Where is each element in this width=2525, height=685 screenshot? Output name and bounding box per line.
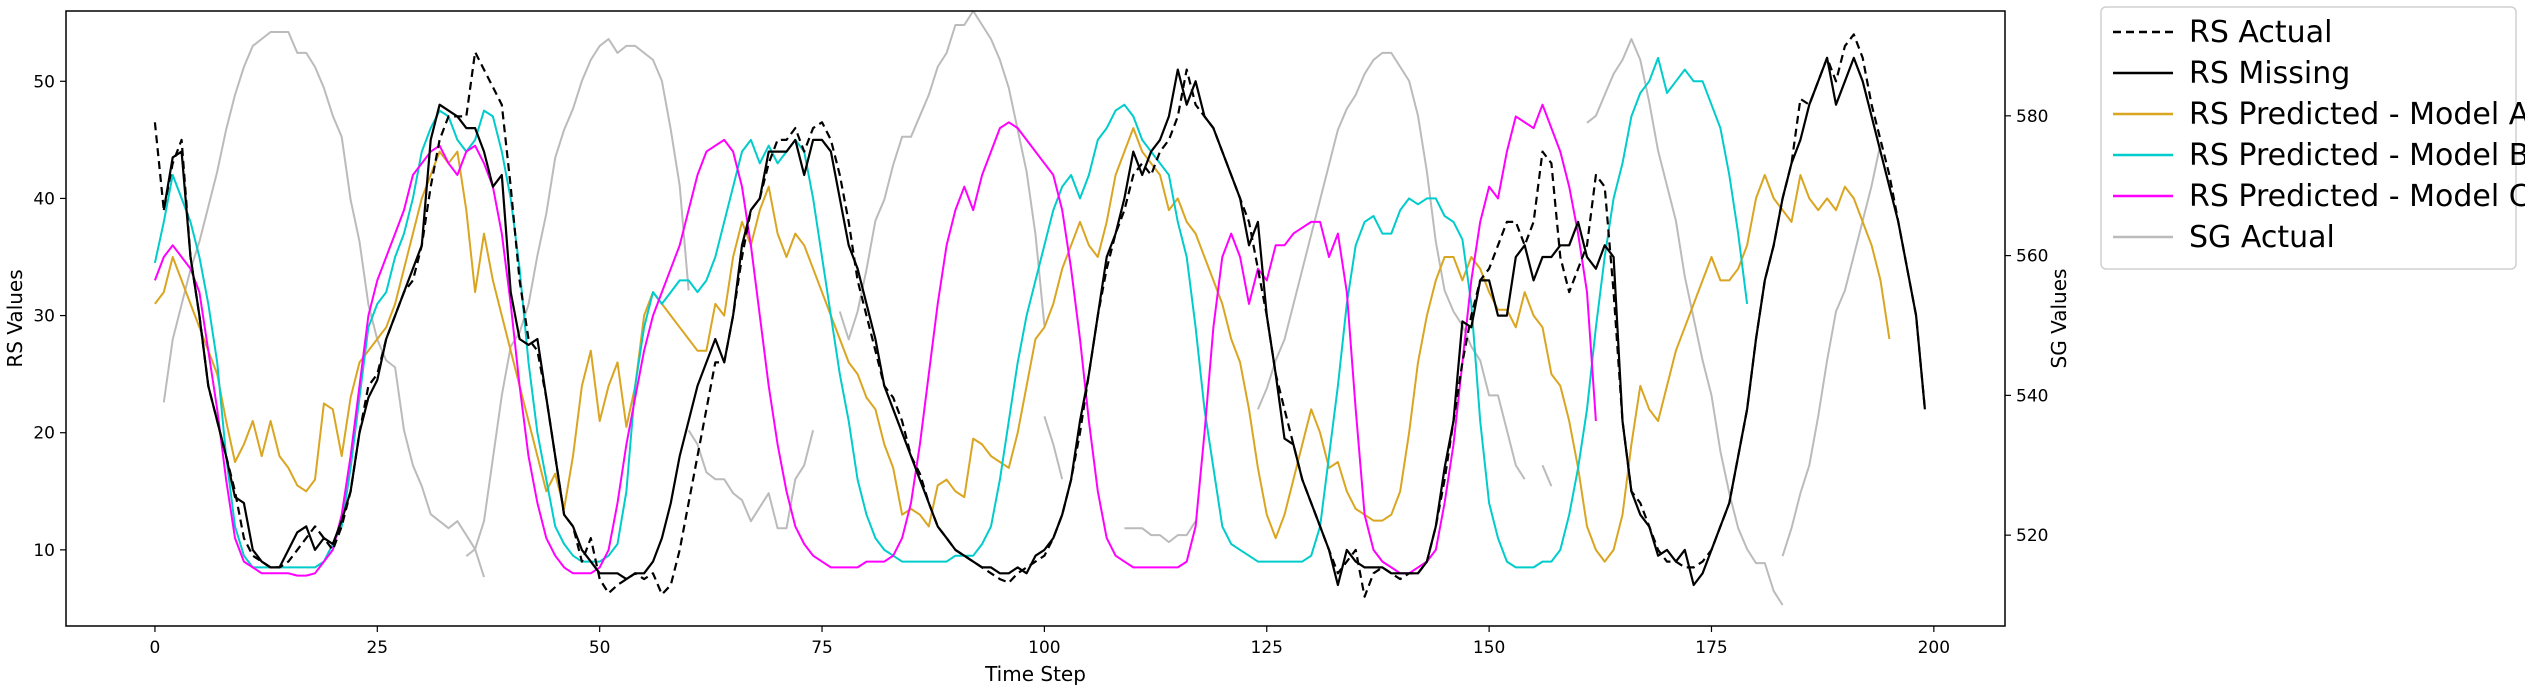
y-axis-label: RS Values xyxy=(3,269,27,367)
legend-label-sg-actual: SG Actual xyxy=(2189,220,2335,255)
legend: RS Actual RS Missing RS Predicted - Model … xyxy=(2100,6,2525,270)
series-line-sg-actual-9 xyxy=(1586,38,1784,606)
x-tick-label: 50 xyxy=(589,638,611,658)
y2-tick-label: 580 xyxy=(2016,107,2048,127)
x-tick-label: 25 xyxy=(366,638,388,658)
plot-area-frame xyxy=(65,10,2006,627)
series-line-sg-actual-7 xyxy=(1256,51,1526,480)
x-tick-label: 150 xyxy=(1473,638,1505,658)
series-line-sg-actual-2 xyxy=(465,38,690,557)
y2-axis-label: SG Values xyxy=(2047,269,2071,369)
legend-label-rs-predicted-model-a: RS Predicted - Model A xyxy=(2189,97,2525,132)
y-axis-left: 10 20 30 40 50 xyxy=(33,72,66,561)
legend-label-rs-predicted-model-b: RS Predicted - Model B xyxy=(2189,138,2525,173)
series-line-sg-actual-5 xyxy=(1043,415,1064,480)
x-tick-label: 125 xyxy=(1251,638,1283,658)
x-tick-label: 75 xyxy=(811,638,833,658)
x-axis: 0 25 50 75 100 125 150 175 200 xyxy=(150,626,1950,658)
series-line-rs-predicted-model-b xyxy=(153,56,1749,569)
series-line-sg-actual-1 xyxy=(162,31,485,578)
legend-label-rs-actual: RS Actual xyxy=(2189,15,2332,50)
y-tick-label: 10 xyxy=(33,541,55,561)
legend-frame xyxy=(2100,6,2517,270)
y2-tick-label: 560 xyxy=(2016,247,2048,267)
series-line-rs-predicted-model-c xyxy=(153,103,1597,577)
x-tick-label: 100 xyxy=(1028,638,1060,658)
y-tick-label: 40 xyxy=(33,189,55,209)
legend-label-rs-missing: RS Missing xyxy=(2189,56,2350,91)
series-line-sg-actual-6 xyxy=(1124,520,1197,544)
y2-tick-label: 540 xyxy=(2016,386,2048,406)
y-axis-right: 520 540 560 580 xyxy=(2005,107,2048,546)
y-tick-label: 20 xyxy=(33,424,55,444)
series-line-rs-actual xyxy=(153,33,1926,598)
x-tick-label: 200 xyxy=(1918,638,1950,658)
y-tick-label: 30 xyxy=(33,307,55,327)
series-line-sg-actual-10 xyxy=(1781,143,1882,557)
x-tick-label: 175 xyxy=(1695,638,1727,658)
series-line-sg-actual-4 xyxy=(838,11,1046,341)
x-tick-label: 0 xyxy=(150,638,161,658)
series-line-sg-actual-3 xyxy=(687,429,815,530)
series-line-rs-predicted-model-a xyxy=(154,127,1891,563)
x-axis-label: Time Step xyxy=(984,662,1086,685)
y-tick-label: 50 xyxy=(33,72,55,92)
y2-tick-label: 520 xyxy=(2016,526,2048,546)
series-line-sg-actual-8 xyxy=(1541,464,1553,487)
legend-label-rs-predicted-model-c: RS Predicted - Model C xyxy=(2189,179,2525,214)
